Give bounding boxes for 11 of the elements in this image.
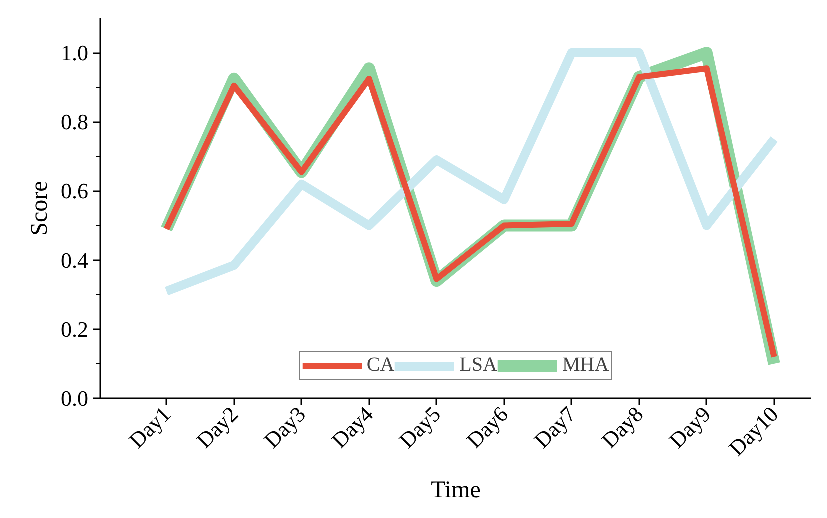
legend-label: LSA	[460, 354, 498, 377]
legend-label: MHA	[562, 354, 610, 377]
y-tick-label: 0.8	[61, 110, 88, 135]
legend-label: CA	[366, 354, 395, 377]
y-tick-label: 0.0	[61, 386, 88, 411]
y-tick-label: 0.2	[61, 316, 88, 342]
y-axis-title: Score	[27, 181, 53, 236]
y-tick-label: 0.4	[61, 248, 88, 273]
y-tick-label: 0.6	[61, 178, 88, 204]
x-axis-title: Time	[431, 478, 481, 504]
y-tick-label: 1.0	[61, 40, 88, 66]
